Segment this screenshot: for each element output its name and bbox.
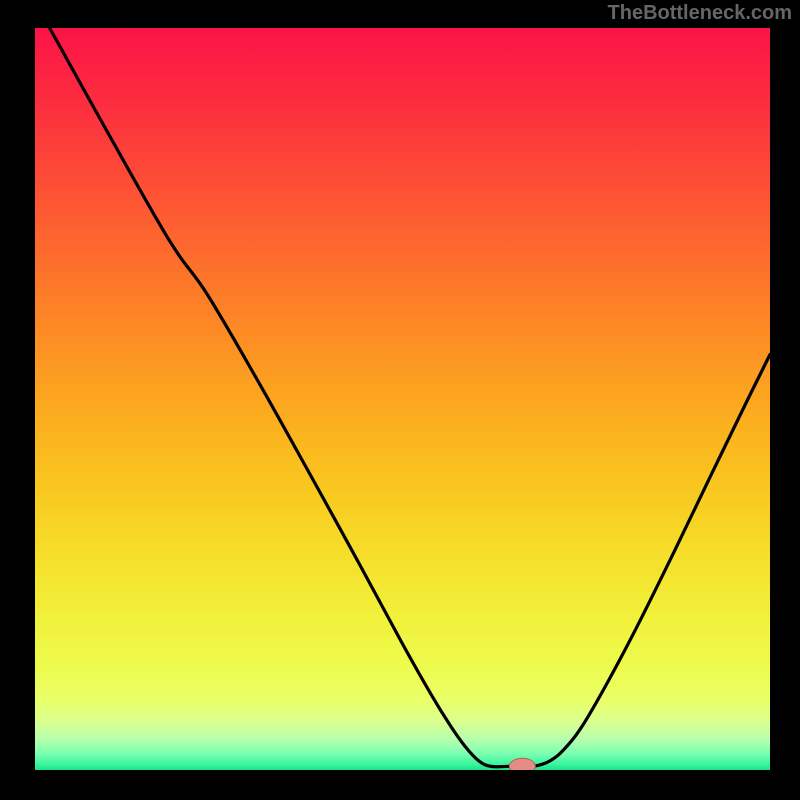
plot-area [35, 28, 770, 770]
chart-container: TheBottleneck.com [0, 0, 800, 800]
bottleneck-curve [50, 28, 770, 767]
curve-overlay [35, 28, 770, 770]
watermark-text: TheBottleneck.com [608, 2, 792, 25]
optimal-marker [509, 758, 535, 770]
